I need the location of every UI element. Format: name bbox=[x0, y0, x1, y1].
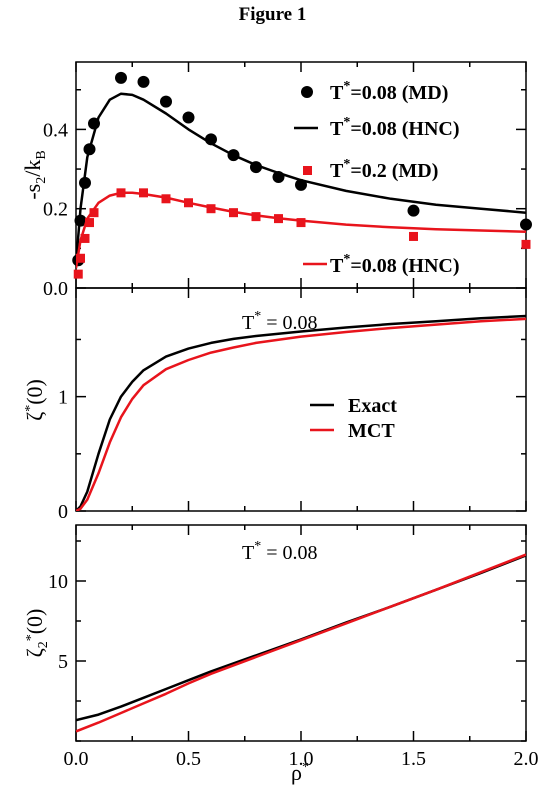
data-point-top-series-2 bbox=[80, 233, 90, 243]
series-line-middle-series-1 bbox=[76, 317, 526, 511]
data-point-top-series-2 bbox=[85, 218, 94, 228]
ytick-label-top: 0.4 bbox=[43, 119, 68, 141]
ytick-label-middle: 0 bbox=[58, 501, 68, 523]
data-point-top-series-0 bbox=[137, 75, 150, 88]
plot-marks bbox=[72, 71, 532, 733]
data-point-top-series-2 bbox=[521, 239, 531, 249]
data-point-top-series-0 bbox=[115, 71, 127, 84]
series-line-top-series-3 bbox=[76, 191, 526, 269]
top-legend: T*=0.08 (MD) T*=0.08 (HNC) T*=0.2 (MD) T… bbox=[294, 79, 460, 277]
data-point-top-series-2 bbox=[89, 208, 99, 218]
panel-middle-annotation: T* = 0.08 bbox=[242, 309, 318, 334]
legend-label-md-02: T*=0.2 (MD) bbox=[330, 157, 438, 182]
ytick-label-bottom: 5 bbox=[58, 651, 68, 673]
legend-marker-md-02 bbox=[303, 166, 312, 175]
series-line-middle-series-0 bbox=[76, 314, 526, 511]
data-point-top-series-2 bbox=[73, 269, 83, 279]
xtick-label: 0.5 bbox=[176, 748, 201, 770]
data-point-top-series-2 bbox=[76, 253, 85, 263]
axis-ticks bbox=[75, 62, 527, 742]
panel-top-ylabel: -s2/kB bbox=[20, 150, 49, 199]
tick-labels: 0.0 0.2 0.4 0 1 5 10 0.0 0.5 1.0 1.5 2.0 bbox=[43, 119, 539, 770]
ytick-label-top: 0.0 bbox=[43, 278, 68, 300]
figure-title: Figure 1 bbox=[238, 4, 307, 25]
xtick-label: 1.0 bbox=[289, 748, 314, 770]
panel-bottom-ylabel: ζ2*(0) bbox=[22, 609, 51, 658]
xtick-label: 2.0 bbox=[514, 748, 539, 770]
data-point-top-series-0 bbox=[182, 111, 195, 124]
legend-label-hnc-008-red: T*=0.08 (HNC) bbox=[330, 252, 460, 277]
data-point-top-series-2 bbox=[296, 218, 306, 228]
panel-bottom-annotation: T* = 0.08 bbox=[242, 539, 318, 564]
legend-marker-md-008 bbox=[301, 86, 313, 98]
middle-legend: Exact MCT bbox=[310, 395, 397, 442]
xtick-label: 0.0 bbox=[64, 748, 89, 770]
x-axis-label: ρ* bbox=[291, 760, 309, 785]
panel-middle-ylabel: ζ*(0) bbox=[22, 379, 47, 421]
xtick-label: 1.5 bbox=[401, 748, 426, 770]
data-point-top-series-0 bbox=[160, 95, 172, 108]
legend-label-md-008: T*=0.08 (MD) bbox=[330, 79, 448, 104]
ytick-label-top: 0.2 bbox=[43, 199, 68, 221]
legend-label-hnc-008-black: T*=0.08 (HNC) bbox=[330, 115, 460, 140]
legend-label-exact: Exact bbox=[348, 395, 397, 417]
legend-label-mct: MCT bbox=[348, 420, 395, 442]
data-point-top-series-0 bbox=[407, 204, 420, 217]
data-point-top-series-0 bbox=[520, 218, 532, 231]
series-line-bottom-series-1 bbox=[76, 553, 526, 733]
series-line-top-series-1 bbox=[76, 92, 526, 265]
ytick-label-middle: 1 bbox=[58, 387, 68, 409]
ytick-label-bottom: 10 bbox=[48, 571, 68, 593]
data-point-top-series-2 bbox=[409, 231, 418, 241]
